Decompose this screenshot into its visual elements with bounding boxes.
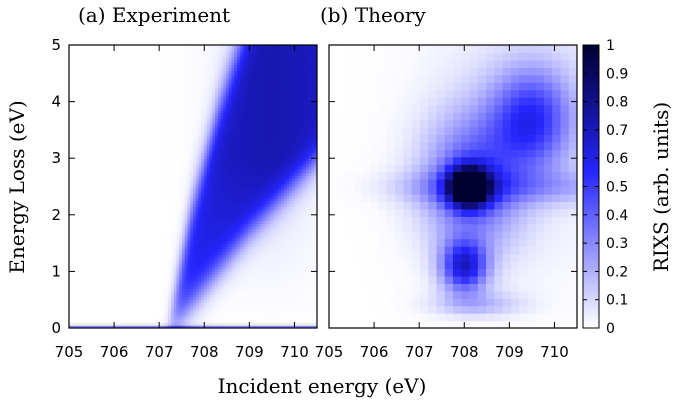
x-tick-label: 709	[495, 343, 524, 361]
x-tick-label: 710	[540, 343, 569, 361]
x-tick-label: 706	[360, 343, 389, 361]
x-tick-label: 707	[405, 343, 434, 361]
y-axis-label: Energy Loss (eV)	[5, 100, 29, 273]
panel-a-title: (a) Experiment	[78, 3, 230, 27]
panel-a-ticks: 705 706 707 708 709 710 0 1 2 3 4 5	[51, 36, 317, 361]
panel-b-title: (b) Theory	[320, 3, 426, 27]
x-tick-label: 705	[315, 343, 344, 361]
x-tick-label: 708	[450, 343, 479, 361]
y-tick-label: 5	[51, 36, 61, 54]
x-axis-label: Incident energy (eV)	[218, 374, 427, 398]
y-tick-label: 2	[51, 206, 61, 224]
panel-b-frame	[328, 44, 578, 329]
colorbar-tick-label: 0.7	[606, 123, 628, 139]
colorbar-tick-label: 0.1	[606, 293, 628, 309]
panel-b-heatmap	[329, 45, 577, 328]
colorbar-tick-label: 0.3	[606, 236, 628, 252]
panel-a-heatmap	[69, 45, 317, 328]
colorbar-tick-label: 0.2	[606, 264, 628, 280]
colorbar-tick-label: 0.5	[606, 180, 628, 196]
y-tick-label: 0	[51, 319, 61, 337]
colorbar-ticks: 0 0.1 0.2 0.3 0.4 0.5 0.6 0.7 0.8 0.9 1	[583, 38, 628, 337]
colorbar-tick-label: 0.8	[606, 95, 628, 111]
y-tick-label: 1	[51, 262, 61, 280]
panel-a-frame	[68, 44, 318, 329]
colorbar-tick-label: 1	[606, 38, 615, 54]
x-tick-label: 709	[235, 343, 264, 361]
colorbar-tick-label: 0.6	[606, 151, 628, 167]
colorbar-label: RIXS (arb. units)	[649, 102, 673, 272]
y-tick-label: 3	[51, 149, 61, 167]
colorbar-tick-label: 0.4	[606, 208, 628, 224]
panel-b-ticks: 705 706 707 708 709 710	[315, 44, 577, 361]
colorbar-tick-label: 0.9	[606, 66, 628, 82]
y-tick-label: 4	[51, 93, 61, 111]
colorbar-tick-label: 0	[606, 321, 615, 337]
x-tick-label: 707	[145, 343, 174, 361]
x-tick-label: 710	[280, 343, 309, 361]
x-tick-label: 706	[100, 343, 129, 361]
x-tick-label: 708	[190, 343, 219, 361]
x-tick-label: 705	[55, 343, 84, 361]
